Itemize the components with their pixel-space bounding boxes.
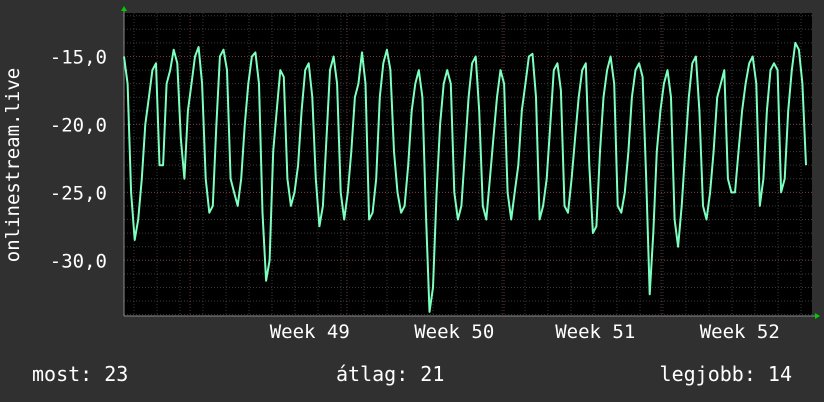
x-axis-arrow [815, 313, 820, 319]
y-tick-label: -25,0 [50, 182, 107, 204]
y-tick-label: -30,0 [50, 250, 107, 272]
x-tick-label: Week 49 [270, 321, 350, 343]
y-axis-arrow [121, 6, 127, 11]
y-tick-label: -20,0 [50, 114, 107, 136]
x-tick-label: Week 50 [414, 321, 494, 343]
stat-average: átlag: 21 [336, 362, 445, 386]
stat-best: legjobb: 14 [659, 362, 792, 386]
x-tick-label: Week 52 [700, 321, 780, 343]
series-line [123, 41, 807, 313]
y-axis-label-wrap: onlinestream.live [0, 0, 26, 318]
stat-current: most: 23 [32, 362, 129, 386]
x-tick-label: Week 51 [555, 321, 635, 343]
y-tick-label: -15,0 [50, 46, 107, 68]
y-axis-label: onlinestream.live [2, 67, 24, 263]
